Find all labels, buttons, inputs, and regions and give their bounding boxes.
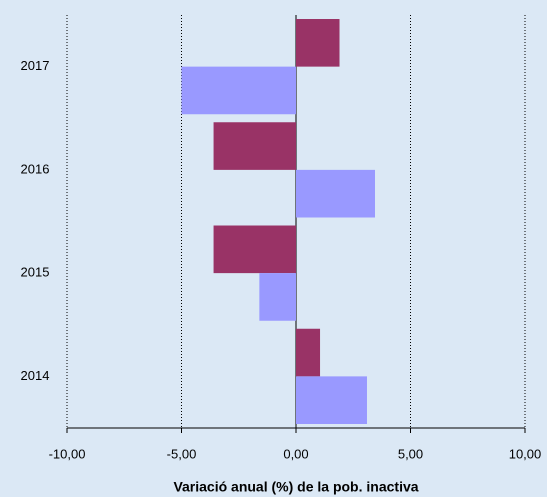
x-axis-title: Variació anual (%) de la pob. inactiva — [173, 479, 418, 495]
x-tick-label: 10,00 — [509, 446, 542, 461]
y-tick-label: 2014 — [21, 368, 50, 383]
x-tick-label: -10,00 — [49, 446, 86, 461]
x-tick-label: 5,00 — [398, 446, 423, 461]
bar — [213, 122, 296, 170]
x-tick-label: 0,00 — [283, 446, 308, 461]
bar — [213, 225, 296, 274]
bar — [296, 376, 367, 424]
y-tick-label: 2015 — [21, 265, 50, 280]
y-tick-label: 2017 — [21, 58, 50, 73]
bar — [296, 169, 376, 218]
bar — [296, 19, 340, 67]
y-tick-label: 2016 — [21, 161, 50, 176]
x-tick-label: -5,00 — [167, 446, 197, 461]
bar — [296, 328, 321, 377]
bar — [181, 66, 296, 115]
bar — [259, 273, 296, 321]
